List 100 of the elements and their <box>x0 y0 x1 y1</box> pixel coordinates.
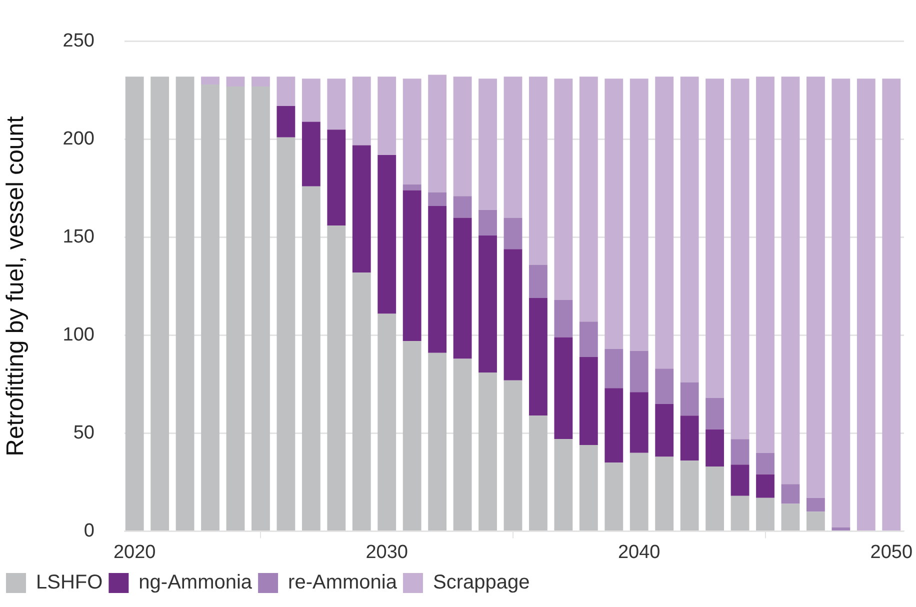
bar <box>378 76 396 156</box>
bar <box>150 76 170 530</box>
bar <box>378 155 396 314</box>
bar <box>327 78 346 130</box>
bar <box>327 226 346 530</box>
bar <box>402 78 422 184</box>
bar <box>226 86 245 530</box>
bar <box>302 122 320 186</box>
bar <box>806 512 825 530</box>
bar <box>579 76 598 322</box>
bar <box>428 206 447 353</box>
bar <box>604 388 624 463</box>
y-tick-label: 250 <box>62 30 94 52</box>
y-tick-label: 100 <box>62 324 94 346</box>
y-tick-label: 50 <box>73 422 94 444</box>
bar <box>756 498 774 530</box>
bar <box>806 76 825 498</box>
bar <box>756 452 774 474</box>
bar <box>680 460 699 530</box>
bar <box>453 76 472 196</box>
bar <box>252 76 270 86</box>
bar <box>352 76 371 146</box>
bar <box>478 210 497 236</box>
bar <box>352 272 371 530</box>
bar <box>756 474 774 498</box>
bar <box>529 298 548 416</box>
bar <box>604 348 624 388</box>
bar <box>402 341 422 530</box>
x-tick-label: 2020 <box>113 542 156 563</box>
y-tick-label: 150 <box>62 226 94 248</box>
bar <box>655 76 674 369</box>
bar <box>428 74 447 192</box>
bar <box>579 356 598 445</box>
bar <box>554 300 573 338</box>
bar <box>176 76 194 530</box>
bar <box>478 235 497 373</box>
bar <box>554 78 573 300</box>
bar <box>504 380 522 530</box>
bar <box>226 76 245 86</box>
legend-label: Scrappage <box>432 572 530 594</box>
bar <box>302 78 320 122</box>
y-tick-label: 0 <box>84 520 94 542</box>
legend-label: re-Ammonia <box>288 572 398 594</box>
bar <box>680 382 699 416</box>
bar <box>402 190 422 342</box>
bar <box>478 78 497 210</box>
bar <box>579 322 598 357</box>
bar <box>125 76 144 530</box>
bar <box>832 527 850 530</box>
bar <box>554 439 573 530</box>
bar <box>706 466 724 530</box>
bar <box>554 337 573 440</box>
bar <box>402 184 422 190</box>
bar <box>428 352 447 530</box>
bar <box>604 78 624 349</box>
bar <box>655 456 674 530</box>
bar <box>630 350 648 392</box>
bar <box>680 416 699 461</box>
x-tick-label: 2040 <box>618 542 660 563</box>
bar <box>630 78 648 351</box>
bar <box>201 84 220 530</box>
y-axis-title: Retrofitting by fuel, vessel count <box>2 116 30 456</box>
bar <box>428 192 447 206</box>
bar <box>252 86 270 530</box>
bar <box>579 444 598 530</box>
bar <box>730 464 750 496</box>
y-tick-label: 200 <box>62 128 94 150</box>
legend-label: ng-Ammonia <box>138 572 253 594</box>
bar <box>504 249 522 380</box>
bar <box>504 218 522 250</box>
bar <box>276 76 296 106</box>
bar <box>302 186 320 530</box>
bar <box>655 404 674 457</box>
bar <box>706 78 724 398</box>
bar <box>504 76 522 218</box>
bar <box>478 372 497 530</box>
bar <box>529 416 548 530</box>
bar <box>276 106 296 138</box>
bar <box>832 78 850 528</box>
bar <box>453 196 472 218</box>
bar <box>756 76 774 453</box>
bar <box>706 398 724 430</box>
bar <box>327 130 346 226</box>
bar <box>730 439 750 465</box>
legend-label: LSHFO <box>36 572 103 594</box>
bar <box>856 78 876 530</box>
bar <box>706 429 724 467</box>
bar <box>680 76 699 382</box>
bar <box>630 452 648 530</box>
bar <box>529 264 548 298</box>
bar <box>781 76 800 484</box>
bar <box>604 462 624 530</box>
bar <box>276 137 296 530</box>
bar <box>378 314 396 530</box>
bar <box>781 484 800 504</box>
bar <box>781 504 800 530</box>
x-tick-label: 2030 <box>366 542 408 563</box>
bar <box>630 392 648 453</box>
bar <box>882 78 901 530</box>
bar <box>453 218 472 359</box>
